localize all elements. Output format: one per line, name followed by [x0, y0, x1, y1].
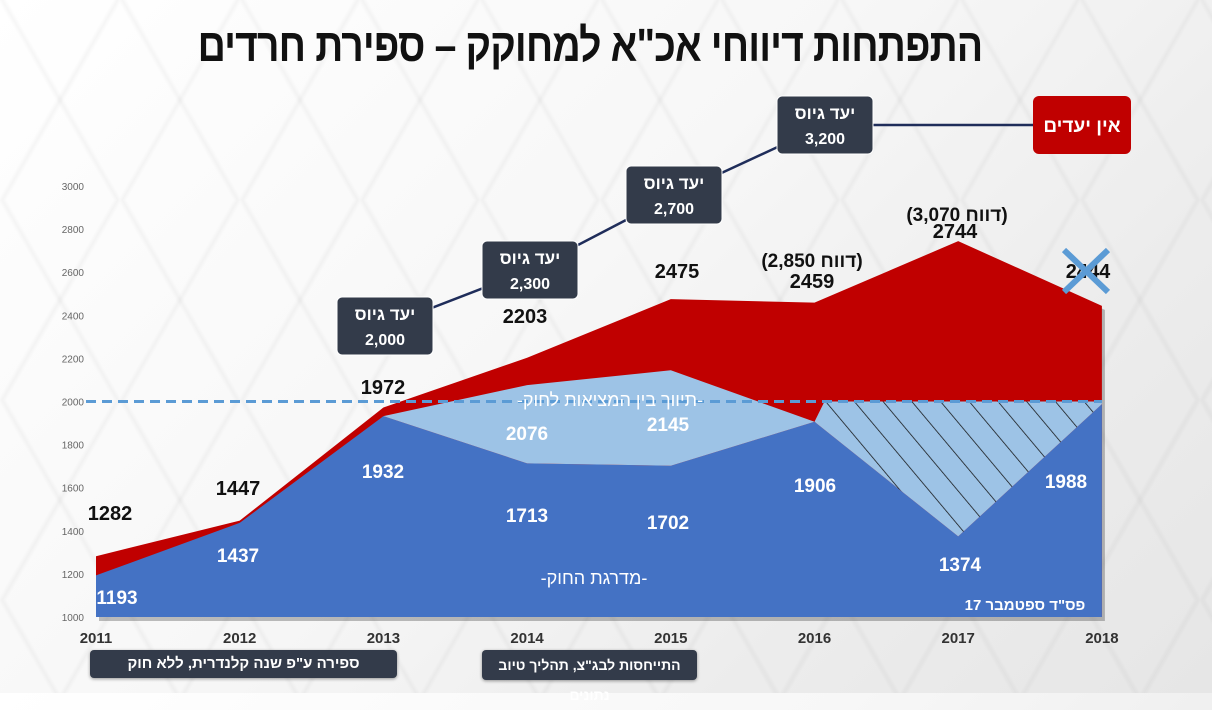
x-tick-label: 2015 — [654, 630, 687, 647]
law-value-label: 1702 — [647, 513, 689, 534]
ruling-label: פס"ד ספטמבר 17 — [965, 597, 1086, 614]
x-tick-label: 2011 — [80, 630, 113, 647]
goal-box — [625, 165, 723, 225]
mediation-area-label: -תיווך בין המציאות לחוק- — [517, 390, 703, 410]
x-tick-label: 2018 — [1085, 630, 1118, 647]
goal-value: 2,300 — [510, 276, 550, 293]
reported-value-label: 2459 — [790, 271, 835, 293]
reported-value-label: 2475 — [655, 261, 700, 283]
y-tick-label: 1800 — [62, 441, 85, 452]
cross-icon — [1061, 247, 1111, 295]
no-goals-label: אין יעדים — [1043, 116, 1120, 137]
y-tick-label: 2800 — [62, 225, 85, 236]
x-tick-label: 2017 — [942, 630, 975, 647]
x-tick-label: 2013 — [367, 630, 400, 647]
no-goals-box — [1033, 96, 1131, 154]
chart: 1000 1200 1400 1600 1800 2000 2200 2400 2600 2800… — [62, 95, 1131, 647]
goal-box — [481, 240, 579, 300]
goal-label: יעד גיוס — [355, 305, 416, 324]
law-value-label: 1988 — [1045, 472, 1087, 493]
y-tick-label: 1400 — [62, 527, 85, 538]
mediation-value-label: 2076 — [506, 424, 548, 445]
mediation-area — [383, 370, 815, 466]
note-calendar: ספירה ע"פ שנה קלנדרית, ללא חוק — [90, 650, 397, 678]
x-tick-label: 2014 — [510, 630, 544, 647]
page-title: התפתחות דיווחי אכ"א למחוקק – ספירת חרדים — [197, 19, 984, 71]
goal-label: יעד גיוס — [644, 174, 705, 193]
law-area-label: -מדרגת החוק- — [541, 568, 648, 588]
hatched-area — [814, 401, 1102, 537]
reported-annotation: (דווח 3,070) — [906, 205, 1007, 226]
y-tick-label: 3000 — [62, 182, 85, 193]
reported-annotation: (דווח 2,850) — [761, 251, 862, 272]
y-tick-label: 2400 — [62, 311, 85, 322]
law-value-label: 1193 — [96, 588, 137, 609]
reported-value-label: 1282 — [88, 503, 133, 525]
y-tick-label: 2000 — [62, 398, 85, 409]
reported-value-label: 1447 — [216, 478, 261, 500]
y-tick-label: 2200 — [62, 354, 85, 365]
law-area — [96, 404, 1102, 617]
reported-value-label: 1972 — [361, 377, 406, 399]
reported-value-label: 2203 — [503, 306, 548, 328]
goal-value: 2,000 — [365, 332, 405, 349]
x-tick-label: 2012 — [223, 630, 256, 647]
y-tick-label: 1600 — [62, 484, 85, 495]
y-tick-label: 1200 — [62, 570, 85, 581]
x-tick-label: 2016 — [798, 630, 831, 647]
goal-label: יעד גיוס — [795, 104, 856, 123]
y-tick-label: 1000 — [62, 613, 85, 624]
law-value-label: 1906 — [794, 476, 836, 497]
goal-label: יעד גיוס — [500, 249, 561, 268]
note-bagatz: התייחסות לבג"צ, תהליך טיוב נתונים — [482, 650, 697, 703]
law-value-label: 1437 — [217, 546, 259, 567]
mediation-value-label: 2145 — [647, 415, 690, 436]
goal-box — [336, 296, 434, 356]
law-value-label: 1713 — [506, 506, 548, 527]
law-value-label: 1374 — [939, 555, 982, 576]
y-tick-label: 2600 — [62, 268, 85, 279]
goal-box — [776, 95, 874, 155]
goal-value: 2,700 — [654, 201, 694, 218]
law-value-label: 1932 — [362, 462, 404, 483]
reported-value-label: 2744 — [933, 221, 978, 243]
goal-value: 3,200 — [805, 131, 845, 148]
